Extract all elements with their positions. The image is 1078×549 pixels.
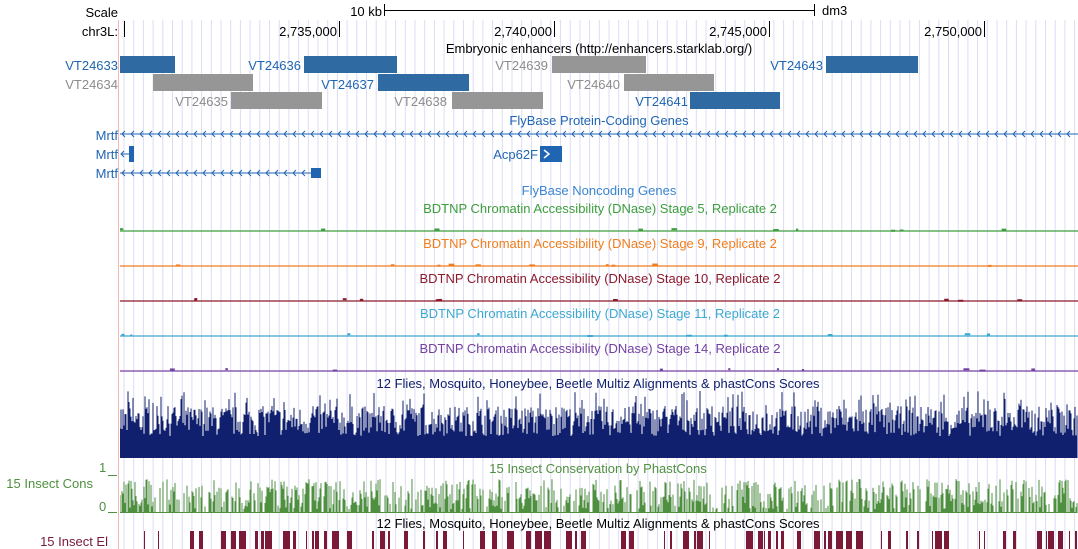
ruler-tick-label: 2,740,000 (494, 24, 552, 39)
ruler-tick (339, 21, 340, 37)
window-left-edge (118, 20, 119, 549)
dnase-track-title: BDTNP Chromatin Accessibility (DNase) St… (423, 236, 777, 251)
scale-bar-right-cap (814, 4, 815, 16)
multiz-conservation-track[interactable] (120, 388, 1078, 458)
scale-bar (384, 10, 815, 11)
enhancer-label[interactable]: VT24636 (248, 58, 301, 73)
gene-model-mrtf-mid[interactable] (120, 166, 325, 180)
enhancer-label[interactable]: VT24635 (175, 94, 228, 109)
chevron-right-icon (543, 149, 551, 159)
enhancer-feature[interactable] (120, 56, 175, 73)
gene-model-mrtf-long[interactable] (120, 128, 1078, 140)
gene-model-acp62f[interactable] (540, 146, 564, 162)
ruler-tick-label: 2,745,000 (709, 24, 767, 39)
phastcons-axis-min: 0 (99, 499, 107, 514)
strand-arrow-icons (121, 130, 1071, 138)
enhancer-feature[interactable] (378, 74, 469, 91)
dnase-track-title: BDTNP Chromatin Accessibility (DNase) St… (419, 306, 781, 321)
phastcons-side-label[interactable]: 15 Insect Cons (6, 476, 93, 491)
elements-side-label[interactable]: 15 Insect El (40, 534, 108, 549)
assembly-label: dm3 (822, 3, 848, 18)
multiz-track-title: 12 Flies, Mosquito, Honeybee, Beetle Mul… (376, 376, 820, 391)
enhancer-feature[interactable] (826, 56, 918, 73)
axis-tick (108, 512, 117, 513)
chrom-label: chr3L: (81, 24, 118, 39)
enhancer-feature[interactable] (690, 92, 780, 109)
noncoding-genes-track-title: FlyBase Noncoding Genes (521, 183, 677, 198)
conserved-elements-track[interactable] (120, 531, 1078, 549)
ruler-tick (554, 21, 555, 37)
strand-arrow-icons (121, 169, 306, 177)
enhancer-label[interactable]: VT24641 (635, 94, 688, 109)
chevron-left-icon (120, 150, 125, 158)
ruler-tick-label: 2,750,000 (924, 24, 982, 39)
enhancer-feature[interactable] (552, 56, 646, 73)
enhancer-label[interactable]: VT24634 (65, 77, 118, 92)
enhancer-label[interactable]: VT24637 (321, 77, 374, 92)
ruler-start-tick (124, 21, 125, 37)
enhancer-label[interactable]: VT24638 (394, 94, 447, 109)
enhancers-track-title: Embryonic enhancers (http://enhancers.st… (445, 41, 753, 56)
gene-label[interactable]: Mrtf (95, 166, 118, 181)
elements-track-title: 12 Flies, Mosquito, Honeybee, Beetle Mul… (376, 516, 820, 531)
gene-model-mrtf-short[interactable] (120, 146, 140, 162)
ruler-tick-label: 2,735,000 (279, 24, 337, 39)
dnase-track-title: BDTNP Chromatin Accessibility (DNase) St… (419, 341, 781, 356)
enhancer-feature[interactable] (153, 74, 253, 91)
enhancer-label[interactable]: VT24633 (65, 58, 118, 73)
gene-label[interactable]: Mrtf (95, 147, 118, 162)
protein-genes-track-title: FlyBase Protein-Coding Genes (509, 113, 689, 128)
ruler-tick (984, 21, 985, 37)
enhancer-feature[interactable] (231, 92, 322, 109)
axis-tick (108, 475, 117, 476)
enhancer-feature[interactable] (304, 56, 397, 73)
enhancer-label[interactable]: VT24639 (495, 58, 548, 73)
gene-label[interactable]: Mrtf (95, 128, 118, 143)
enhancer-label[interactable]: VT24643 (770, 58, 823, 73)
scale-bar-label: 10 kb (350, 4, 382, 19)
enhancer-feature[interactable] (452, 92, 543, 109)
gene-label[interactable]: Acp62F (493, 147, 538, 162)
phastcons-track-title: 15 Insect Conservation by PhastCons (489, 461, 707, 476)
dnase-track-title: BDTNP Chromatin Accessibility (DNase) St… (423, 201, 777, 216)
ruler-tick (769, 21, 770, 37)
enhancer-label[interactable]: VT24640 (567, 77, 620, 92)
dnase-track-title: BDTNP Chromatin Accessibility (DNase) St… (419, 271, 781, 286)
phastcons-track[interactable] (120, 475, 1078, 513)
phastcons-axis-max: 1 (99, 460, 107, 475)
enhancer-feature[interactable] (624, 74, 714, 91)
scale-label: Scale (85, 5, 118, 20)
